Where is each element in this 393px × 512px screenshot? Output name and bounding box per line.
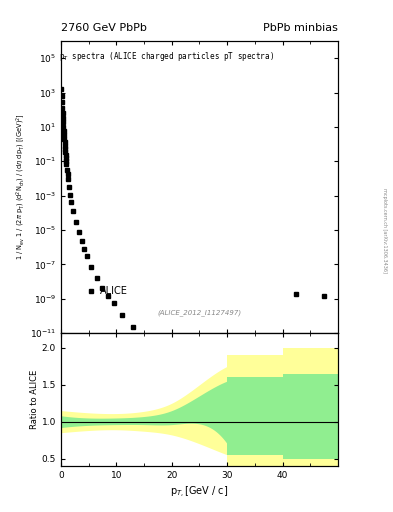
Text: p$_{\rm T}$ spectra (ALICE charged particles pT spectra): p$_{\rm T}$ spectra (ALICE charged parti… xyxy=(59,50,274,63)
Text: PbPb minbias: PbPb minbias xyxy=(263,23,338,33)
Text: mcplots.cern.ch [arXiv:1306.3436]: mcplots.cern.ch [arXiv:1306.3436] xyxy=(382,188,387,273)
X-axis label: p$_{T,}$[GeV / c]: p$_{T,}$[GeV / c] xyxy=(170,485,229,500)
Text: 2760 GeV PbPb: 2760 GeV PbPb xyxy=(61,23,147,33)
Y-axis label: Ratio to ALICE: Ratio to ALICE xyxy=(30,370,39,429)
Y-axis label: 1 / N$_{\rm ev}$ 1 / (2$\pi$ p$_{\rm T}$) (d$^2$N$_{\rm ch}$) / (d$\eta$ dp$_{\r: 1 / N$_{\rm ev}$ 1 / (2$\pi$ p$_{\rm T}$… xyxy=(14,114,27,261)
Text: (ALICE_2012_I1127497): (ALICE_2012_I1127497) xyxy=(157,309,242,315)
Text: ALICE: ALICE xyxy=(100,286,128,295)
